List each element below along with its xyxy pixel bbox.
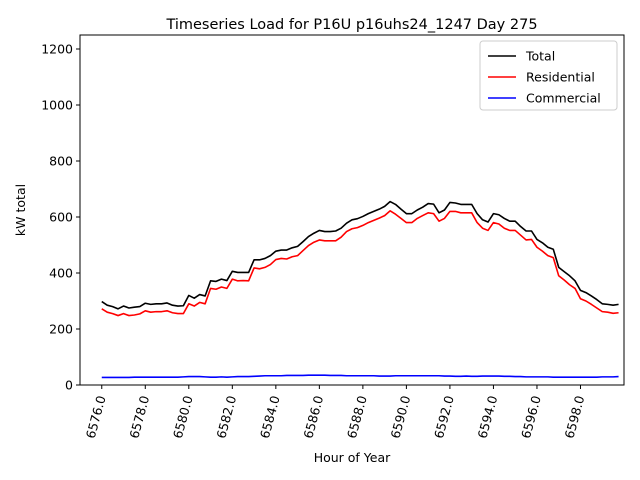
y-tick-label: 1000	[41, 98, 73, 113]
x-axis-label: Hour of Year	[314, 450, 391, 465]
legend-label-commercial: Commercial	[526, 91, 601, 106]
plot-frame	[79, 34, 625, 386]
series-line-commercial	[101, 374, 619, 379]
y-axis-label: kW total	[13, 184, 28, 236]
chart-title: Timeseries Load for P16U p16uhs24_1247 D…	[165, 17, 537, 33]
legend-box	[479, 40, 618, 111]
legend-label-total: Total	[525, 49, 555, 64]
series-line-total	[101, 200, 619, 310]
y-tick-label: 200	[49, 322, 73, 337]
y-tick-label: 1200	[41, 42, 73, 57]
y-tick-label: 0	[65, 378, 73, 393]
series-line-residential	[101, 210, 619, 317]
y-tick-label: 800	[49, 154, 73, 169]
y-tick-label: 600	[49, 210, 73, 225]
series-layer	[101, 200, 619, 379]
legend: Total Residential Commercial	[479, 40, 618, 111]
y-tick-label: 400	[49, 266, 73, 281]
legend-label-residential: Residential	[526, 70, 595, 85]
